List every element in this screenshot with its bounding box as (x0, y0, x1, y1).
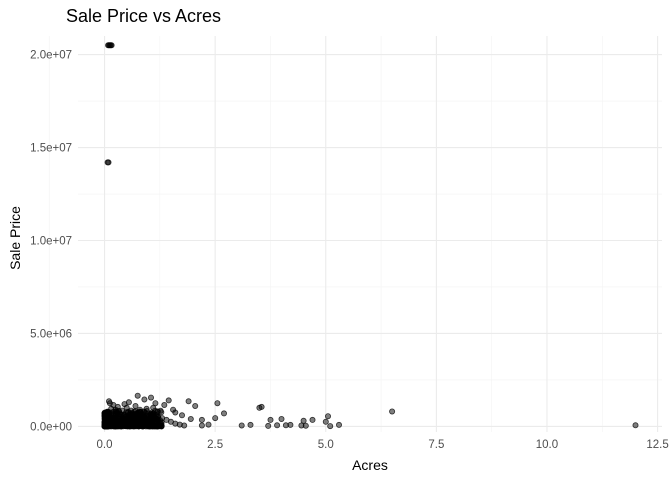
data-point (220, 410, 227, 417)
data-point (278, 415, 285, 422)
data-point (205, 421, 212, 428)
x-tick-label: 12.5 (646, 439, 668, 451)
data-point (214, 400, 221, 407)
data-point (112, 423, 119, 430)
data-point (121, 412, 128, 419)
data-point (113, 408, 120, 415)
data-point (129, 413, 136, 420)
data-point (302, 422, 309, 429)
data-point (161, 401, 168, 408)
data-point (187, 415, 194, 422)
data-point (327, 423, 334, 430)
data-point (115, 415, 122, 422)
x-axis-title: Acres (352, 457, 388, 473)
data-point (132, 402, 139, 409)
data-point (192, 402, 199, 409)
data-point (238, 422, 245, 429)
x-tick-label: 10.0 (536, 439, 558, 451)
data-point (134, 392, 141, 399)
data-point (335, 421, 342, 428)
y-axis-title: Sale Price (7, 206, 23, 270)
chart-title: Sale Price vs Acres (66, 6, 221, 26)
data-point (124, 417, 131, 424)
data-point (108, 42, 115, 49)
data-point (105, 159, 112, 166)
data-point (300, 417, 307, 424)
data-point (135, 423, 142, 430)
data-point (309, 416, 316, 423)
data-point (632, 422, 639, 429)
data-point (105, 412, 112, 419)
data-point (389, 408, 396, 415)
data-point (185, 398, 192, 405)
data-point (146, 416, 153, 423)
y-axis-ticks: 0.0e+00 5.0e+06 1.0e+07 1.5e+07 2.0e+07 (30, 50, 72, 434)
data-point (141, 396, 148, 403)
data-point (102, 422, 109, 429)
data-point (178, 412, 185, 419)
y-tick-label: 5.0e+06 (30, 328, 72, 340)
data-point (110, 401, 117, 408)
data-point (198, 416, 205, 423)
data-point (274, 422, 281, 429)
data-point (165, 397, 172, 404)
y-tick-label: 0.0e+00 (30, 421, 72, 433)
data-point (147, 394, 154, 401)
grid-lines (48, 36, 662, 432)
x-tick-label: 0.0 (97, 439, 113, 451)
y-tick-label: 1.5e+07 (30, 143, 72, 155)
data-point (267, 416, 274, 423)
y-tick-label: 1.0e+07 (30, 236, 72, 248)
data-point (181, 422, 188, 429)
data-point (146, 423, 153, 430)
data-point (265, 422, 272, 429)
data-point (287, 421, 294, 428)
data-point (324, 413, 331, 420)
data-point (322, 418, 329, 425)
data-point (127, 422, 134, 429)
data-point (153, 423, 160, 430)
y-tick-label: 2.0e+07 (30, 50, 72, 62)
data-point (101, 415, 108, 422)
data-point (141, 408, 148, 415)
x-tick-label: 7.5 (428, 439, 444, 451)
x-tick-label: 2.5 (207, 439, 223, 451)
x-axis-ticks: 0.0 2.5 5.0 7.5 10.0 12.5 (97, 439, 669, 451)
data-point (152, 400, 159, 407)
scatter-points (101, 42, 639, 430)
data-point (170, 406, 177, 413)
data-point (258, 403, 265, 410)
data-point (198, 422, 205, 429)
data-point (125, 399, 132, 406)
data-point (212, 415, 219, 422)
data-point (247, 421, 254, 428)
x-tick-label: 5.0 (318, 439, 334, 451)
